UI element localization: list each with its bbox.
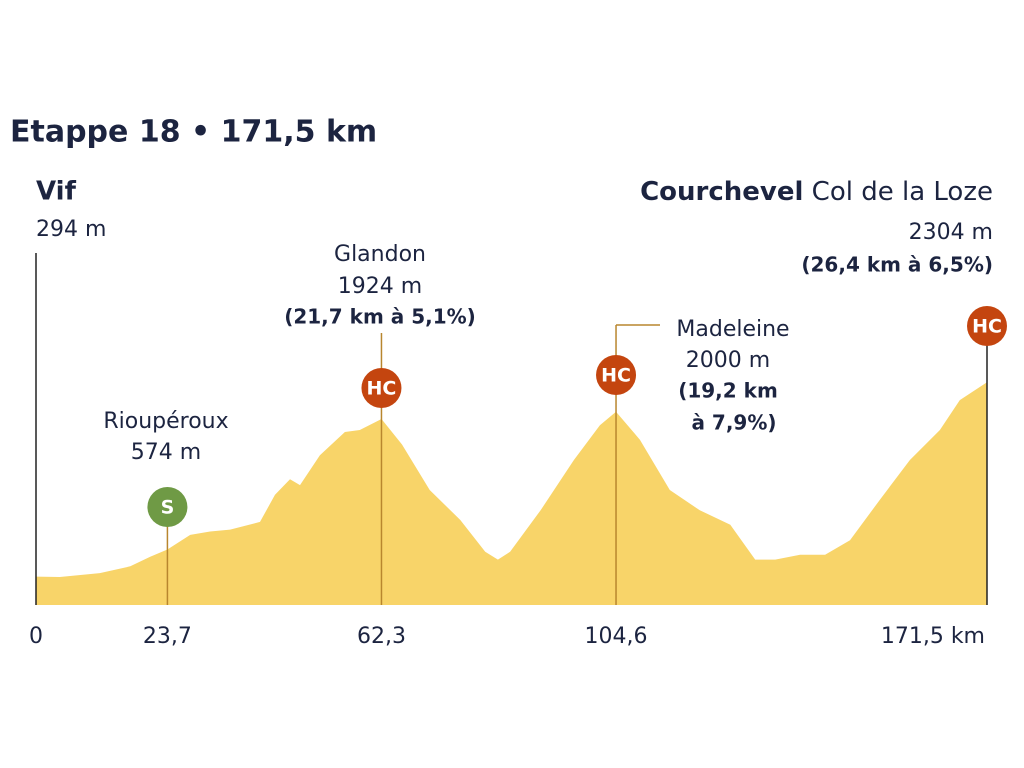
finish-place: Col de la Loze xyxy=(812,177,993,207)
climb-elevation: 1924 m xyxy=(338,274,422,299)
climb-name: Madeleine xyxy=(676,317,789,342)
climb-badge xyxy=(147,487,188,527)
climb-name: Glandon xyxy=(334,242,426,267)
climb-name: Rioupéroux xyxy=(103,409,228,434)
x-tick-label: 23,7 xyxy=(143,624,192,649)
finish-label: Courchevel Col de la Loze xyxy=(640,177,993,207)
start-name: Vif xyxy=(36,177,77,207)
climb-badge xyxy=(596,355,637,395)
badge-label: HC xyxy=(972,316,1002,338)
climb-elevation: 2000 m xyxy=(686,348,770,373)
finish-elevation: 2304 m xyxy=(909,220,993,245)
climb-elevation: 574 m xyxy=(131,440,201,465)
climb-detail: (19,2 km xyxy=(678,379,778,403)
finish-name: Courchevel xyxy=(640,177,803,207)
x-tick-label: 171,5 km xyxy=(881,624,985,649)
start-elevation: 294 m xyxy=(36,217,106,242)
badge-label: HC xyxy=(601,365,631,387)
climb-detail: à 7,9%) xyxy=(691,411,776,435)
chart-title: Etappe 18 • 171,5 km xyxy=(10,115,377,150)
x-tick-label: 104,6 xyxy=(585,624,648,649)
climb-detail: (21,7 km à 5,1%) xyxy=(284,305,476,329)
x-tick-label: 62,3 xyxy=(357,624,406,649)
x-tick-label: 0 xyxy=(29,624,43,649)
finish-detail: (26,4 km à 6,5%) xyxy=(801,253,993,277)
badge-label: HC xyxy=(367,378,397,400)
climb-badge xyxy=(361,368,402,408)
badge-label: S xyxy=(161,497,175,519)
elevation-area xyxy=(36,382,987,605)
finish-badge xyxy=(967,306,1007,346)
